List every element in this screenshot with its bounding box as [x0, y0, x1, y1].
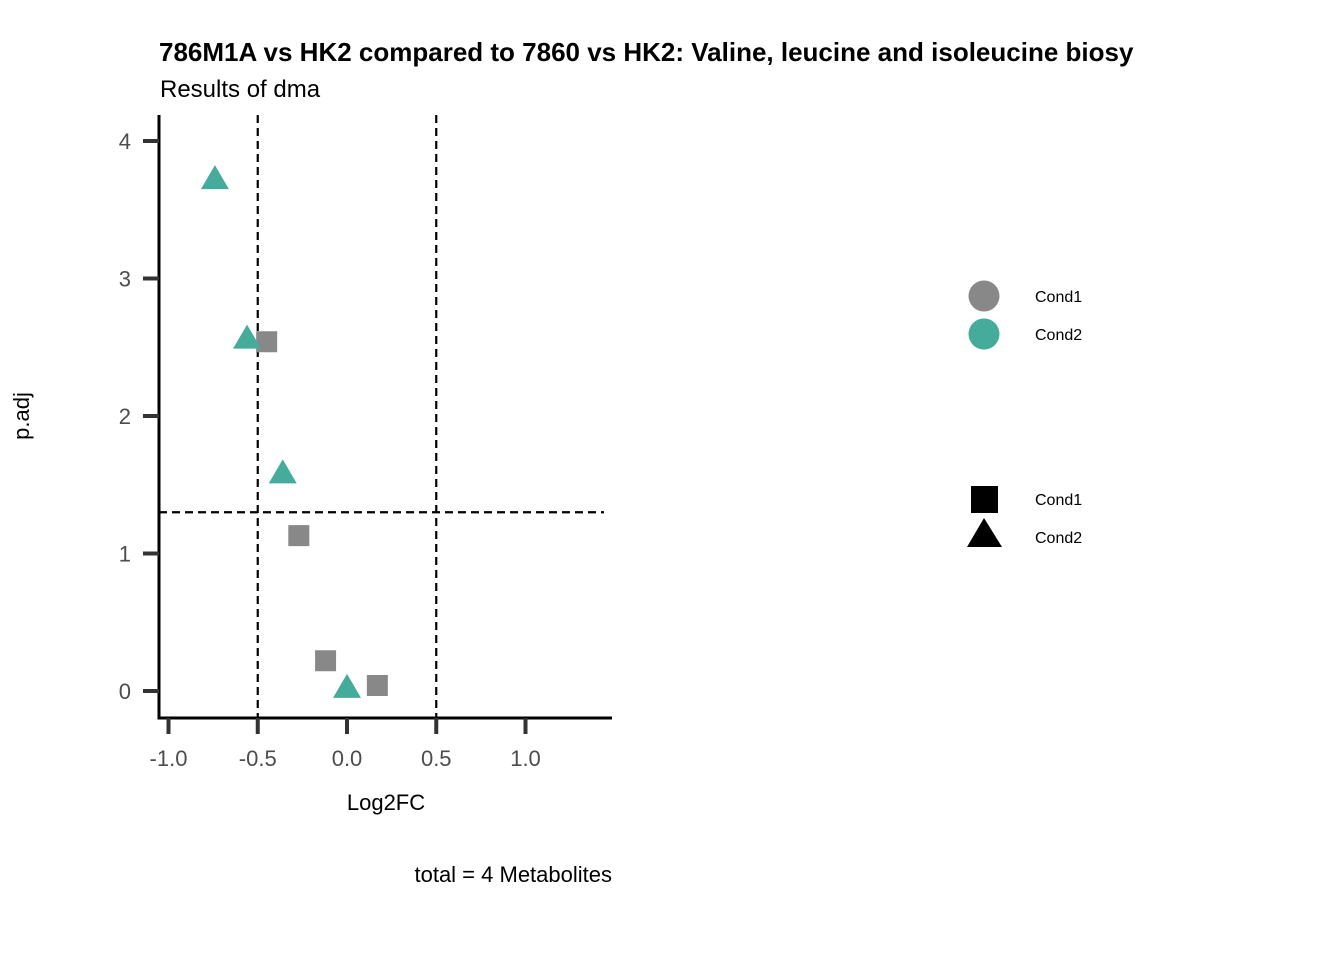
- legend-color-label: Cond1: [1035, 289, 1082, 306]
- point-square-cond1: [288, 525, 310, 547]
- legend-triangle-icon: [967, 518, 1002, 547]
- x-tick-label: -1.0: [150, 746, 188, 771]
- y-tick-label: 3: [119, 267, 131, 292]
- x-axis-label: Log2FC: [347, 790, 425, 815]
- legend-square-icon: [971, 486, 998, 513]
- point-triangle-cond2: [200, 165, 229, 190]
- legend-color-key-cond1: [968, 280, 1000, 312]
- point-triangle-cond2: [233, 324, 262, 349]
- legend-shape: Cond1 Cond2: [967, 486, 1082, 547]
- x-tick-label: 1.0: [510, 746, 541, 771]
- y-tick-label: 2: [119, 404, 131, 429]
- x-tick-label: 0.0: [332, 746, 363, 771]
- chart-title: 786M1A vs HK2 compared to 7860 vs HK2: V…: [159, 37, 1134, 67]
- y-tick-label: 0: [119, 679, 131, 704]
- legend-shape-label: Cond1: [1035, 492, 1082, 509]
- legend-shape-label: Cond2: [1035, 530, 1082, 547]
- point-triangle-cond2: [333, 673, 361, 698]
- y-tick-label: 1: [119, 542, 131, 567]
- y-tick-label: 4: [119, 129, 131, 154]
- y-axis-label: p.adj: [9, 392, 34, 440]
- point-square-cond1: [315, 650, 337, 672]
- point-square-cond1: [366, 675, 388, 696]
- legend-color-label: Cond2: [1035, 327, 1082, 344]
- legend-color: Cond1 Cond2: [968, 280, 1082, 350]
- chart-subtitle: Results of dma: [160, 76, 321, 103]
- reference-lines: [159, 115, 604, 718]
- axes: [157, 115, 612, 720]
- caption: total = 4 Metabolites: [414, 862, 612, 887]
- y-ticks: 0 1 2 3 4: [119, 129, 159, 704]
- x-tick-label: 0.5: [421, 746, 452, 771]
- data-points: [200, 165, 388, 698]
- x-ticks: -1.0 -0.5 0.0 0.5 1.0: [150, 718, 541, 771]
- point-triangle-cond2: [268, 459, 297, 484]
- point-square-cond1: [256, 331, 278, 353]
- x-tick-label: -0.5: [239, 746, 277, 771]
- legend-color-key-cond2: [968, 318, 1000, 350]
